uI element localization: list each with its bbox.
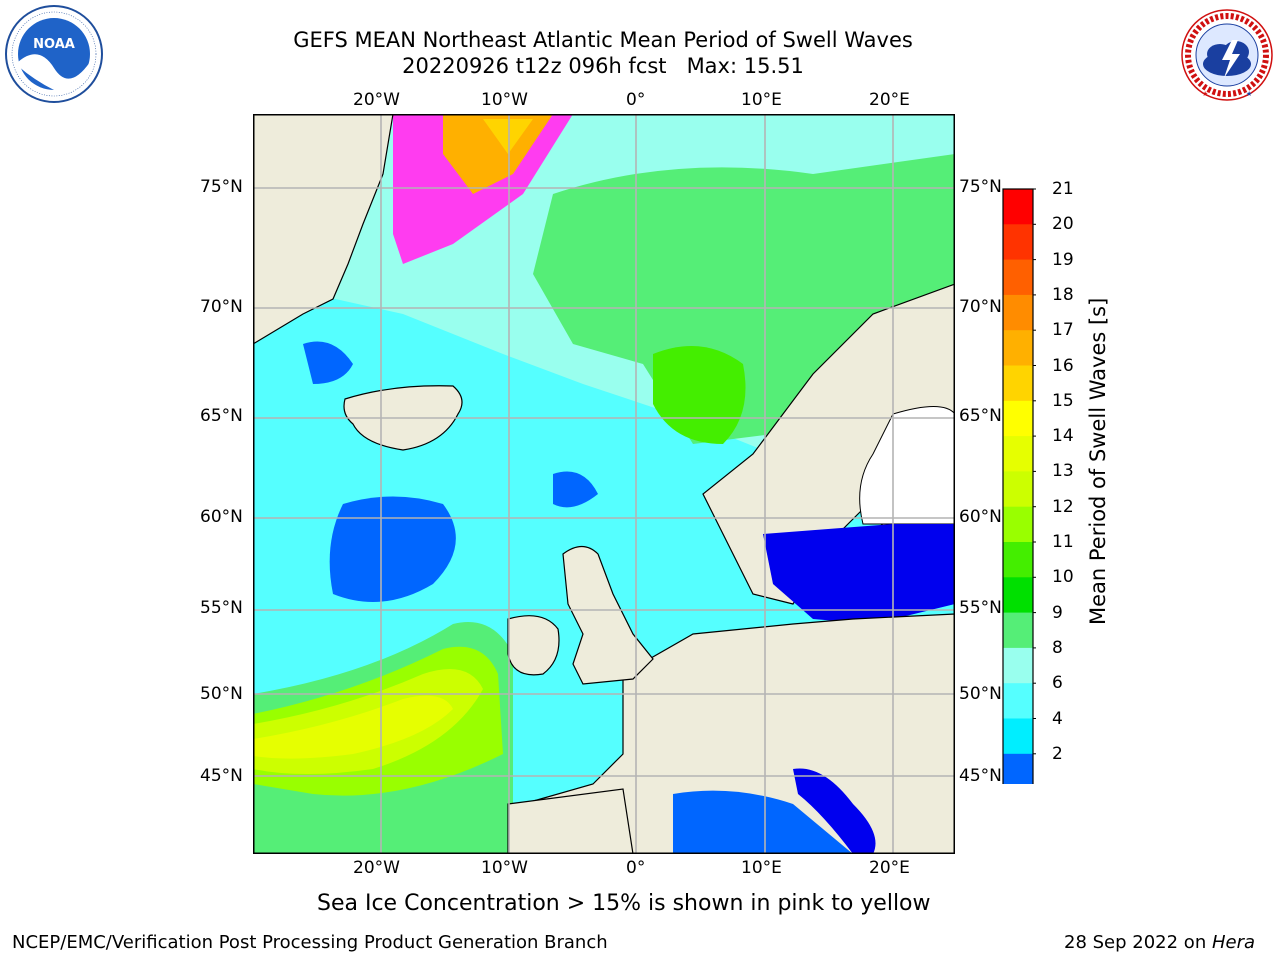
- colorbar-segment: [1003, 294, 1033, 331]
- lat-label-left: 75°N: [200, 177, 243, 197]
- land-ireland: [507, 615, 560, 676]
- footer-date: 28 Sep 2022 on Hera: [1064, 932, 1255, 953]
- svg-text:★: ★: [1202, 90, 1208, 98]
- lat-label-right: 55°N: [959, 598, 1002, 618]
- colorbar-segment: [1003, 400, 1033, 437]
- lat-label-right: 45°N: [959, 766, 1002, 786]
- land-great-britain: [562, 545, 654, 685]
- noaa-logo-text: NOAA: [33, 37, 75, 52]
- map-subtitle: 20220926 t12z 096h fcst Max: 15.51: [402, 54, 804, 78]
- lon-label-bottom: 10°E: [741, 858, 782, 878]
- lat-label-left: 50°N: [200, 684, 243, 704]
- colorbar-segment: [1003, 436, 1033, 472]
- lon-label-top: 20°E: [869, 90, 910, 110]
- colorbar-label: 16: [1052, 355, 1074, 376]
- colorbar-label: 13: [1052, 461, 1074, 482]
- colorbar-segment: [1003, 471, 1033, 508]
- colorbar-label: 17: [1052, 320, 1074, 341]
- colorbar-label: 10: [1052, 567, 1074, 588]
- colorbar-label: 11: [1052, 532, 1074, 552]
- colorbar-segment: [1003, 753, 1033, 790]
- lon-label-bottom: 20°E: [869, 858, 910, 878]
- map-title: GEFS MEAN Northeast Atlantic Mean Period…: [293, 28, 913, 52]
- colorbar-segment: [1003, 259, 1033, 296]
- lat-label-left: 45°N: [200, 766, 243, 786]
- lon-label-bottom: 0°: [626, 858, 646, 878]
- sea-ice-orange: [443, 114, 553, 194]
- colorbar-label: 21: [1052, 179, 1074, 199]
- map-frame: [253, 114, 955, 854]
- lon-label-bottom: 10°W: [481, 858, 528, 878]
- lat-label-left: 65°N: [200, 406, 243, 426]
- colorbar-segment: [1003, 577, 1033, 614]
- colorbar-label: 4: [1052, 708, 1063, 729]
- colorbar-labels: 21 20 19 18 17 16 15 14 13 12 11 10 9 8 6 4 2: [1052, 179, 1092, 769]
- lon-label-top: 20°W: [353, 90, 400, 110]
- lat-label-right: 75°N: [959, 177, 1002, 197]
- swell-zone-2-4-faroes: [553, 471, 598, 508]
- lon-label-bottom: 20°W: [353, 858, 400, 878]
- colorbar-label: 18: [1052, 284, 1074, 305]
- swell-zone-14: [253, 695, 453, 759]
- footer-date-text: 28 Sep 2022 on: [1064, 932, 1212, 953]
- adriatic-sea: [793, 768, 876, 854]
- lon-label-top: 0°: [626, 90, 646, 110]
- baltic-sea: [763, 524, 955, 624]
- lat-label-left: 55°N: [200, 598, 243, 618]
- colorbar-label: 15: [1052, 390, 1074, 411]
- colorbar-label: 20: [1052, 214, 1074, 235]
- colorbar-title: Mean Period of Swell Waves [s]: [1086, 297, 1110, 625]
- colorbar: [1000, 188, 1036, 821]
- colorbar-label: 12: [1052, 496, 1074, 517]
- footer-credit: NCEP/EMC/Verification Post Processing Pr…: [12, 932, 608, 953]
- colorbar-label: 9: [1052, 602, 1063, 623]
- swell-zone-9-10-north: [533, 154, 955, 444]
- sea-ice-yellow: [483, 119, 533, 154]
- mediterranean-sea: [673, 790, 853, 854]
- lat-label-right: 70°N: [959, 297, 1002, 317]
- swell-period-map: [252, 113, 956, 855]
- lat-label-left: 60°N: [200, 507, 243, 527]
- colorbar-segment: [1003, 683, 1033, 719]
- colorbar-label: 6: [1052, 673, 1063, 694]
- lat-label-right: 65°N: [959, 406, 1002, 426]
- land-greenland: [252, 113, 394, 346]
- lon-label-top: 10°E: [741, 90, 782, 110]
- colorbar-label: 19: [1052, 249, 1074, 270]
- swell-zone-2-4-west: [303, 341, 353, 384]
- colorbar-segment: [1003, 365, 1033, 402]
- gridlines: [253, 114, 955, 854]
- colorbar-label: 2: [1052, 743, 1063, 764]
- colorbar-segment: [1003, 647, 1033, 684]
- colorbar-label: 8: [1052, 637, 1063, 658]
- swell-zone-10-11: [653, 346, 746, 444]
- noaa-logo: NOAA: [4, 4, 104, 104]
- swell-zone-2-4-central: [329, 496, 456, 602]
- footer-host: Hera: [1211, 932, 1255, 953]
- colorbar-segment: [1003, 718, 1033, 755]
- lon-label-top: 10°W: [481, 90, 528, 110]
- colorbar-segment: [1003, 224, 1033, 261]
- nws-logo: ★ ★: [1180, 8, 1274, 102]
- lat-label-left: 70°N: [200, 297, 243, 317]
- colorbar-label: 14: [1052, 426, 1074, 447]
- colorbar-segment: [1003, 506, 1033, 543]
- lat-label-right: 50°N: [959, 684, 1002, 704]
- svg-text:★: ★: [1246, 90, 1252, 98]
- colorbar-segment: [1003, 542, 1033, 578]
- lat-label-right: 60°N: [959, 507, 1002, 527]
- sea-ice-caption: Sea Ice Concentration > 15% is shown in …: [317, 891, 931, 916]
- colorbar-segment: [1003, 330, 1033, 366]
- colorbar-segment: [1003, 612, 1033, 649]
- colorbar-segment: [1003, 189, 1033, 225]
